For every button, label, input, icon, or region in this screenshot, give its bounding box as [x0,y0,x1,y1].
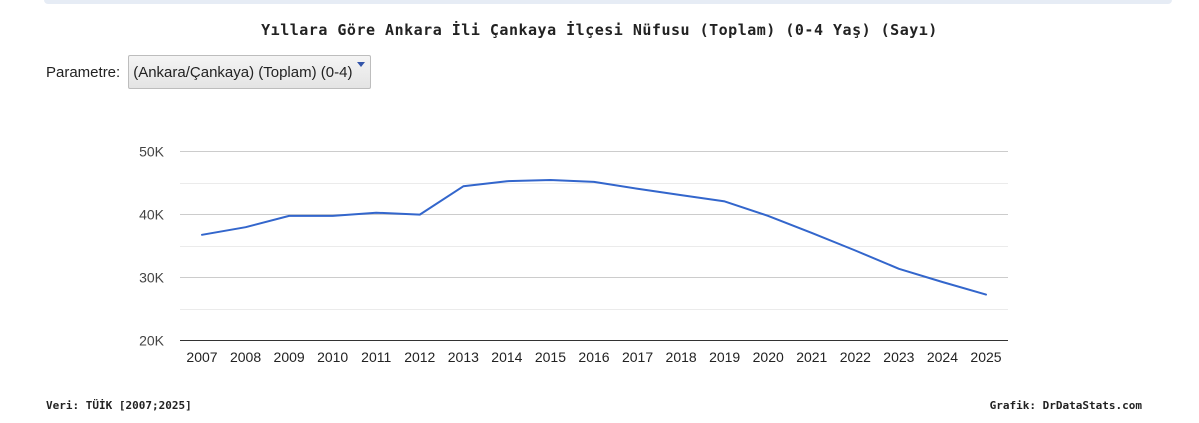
x-tick-label: 2023 [883,349,914,365]
x-tick-label: 2015 [535,349,566,365]
x-tick-label: 2019 [709,349,740,365]
parameter-label: Parametre: [46,63,121,81]
y-tick-label: 40K [139,207,165,223]
series-line [201,179,987,296]
y-tick-label: 20K [139,333,165,349]
x-tick-label: 2024 [927,349,958,365]
x-tick-label: 2014 [491,349,522,365]
x-tick-label: 2018 [666,349,697,365]
x-tick-label: 2021 [796,349,827,365]
x-tick-label: 2017 [622,349,653,365]
chart-credit: Grafik: DrDataStats.com [989,399,1142,412]
x-tick-label: 2022 [840,349,871,365]
x-tick-label: 2008 [230,349,261,365]
data-source-note: Veri: TÜİK [2007;2025] [46,399,192,412]
x-tick-label: 2020 [753,349,784,365]
x-tick-label: 2009 [274,349,305,365]
chart-title: Yıllara Göre Ankara İli Çankaya İlçesi N… [261,21,938,39]
x-tick-label: 2025 [970,349,1001,365]
parameter-row: Parametre: (Ankara/Çankaya) (Toplam) (0-… [46,55,372,89]
x-tick-label: 2010 [317,349,348,365]
x-tick-label: 2012 [404,349,435,365]
top-panel-edge [44,0,1172,4]
x-tick-label: 2011 [361,349,391,365]
caret-down-icon [357,62,366,67]
x-tick-label: 2013 [448,349,479,365]
y-tick-label: 30K [139,270,165,286]
parameter-selected-value: (Ankara/Çankaya) (Toplam) (0-4) [133,63,353,81]
y-tick-label: 50K [139,144,165,160]
x-tick-label: 2007 [186,349,217,365]
x-tick-label: 2016 [578,349,609,365]
parameter-select[interactable]: (Ankara/Çankaya) (Toplam) (0-4) [128,55,372,89]
